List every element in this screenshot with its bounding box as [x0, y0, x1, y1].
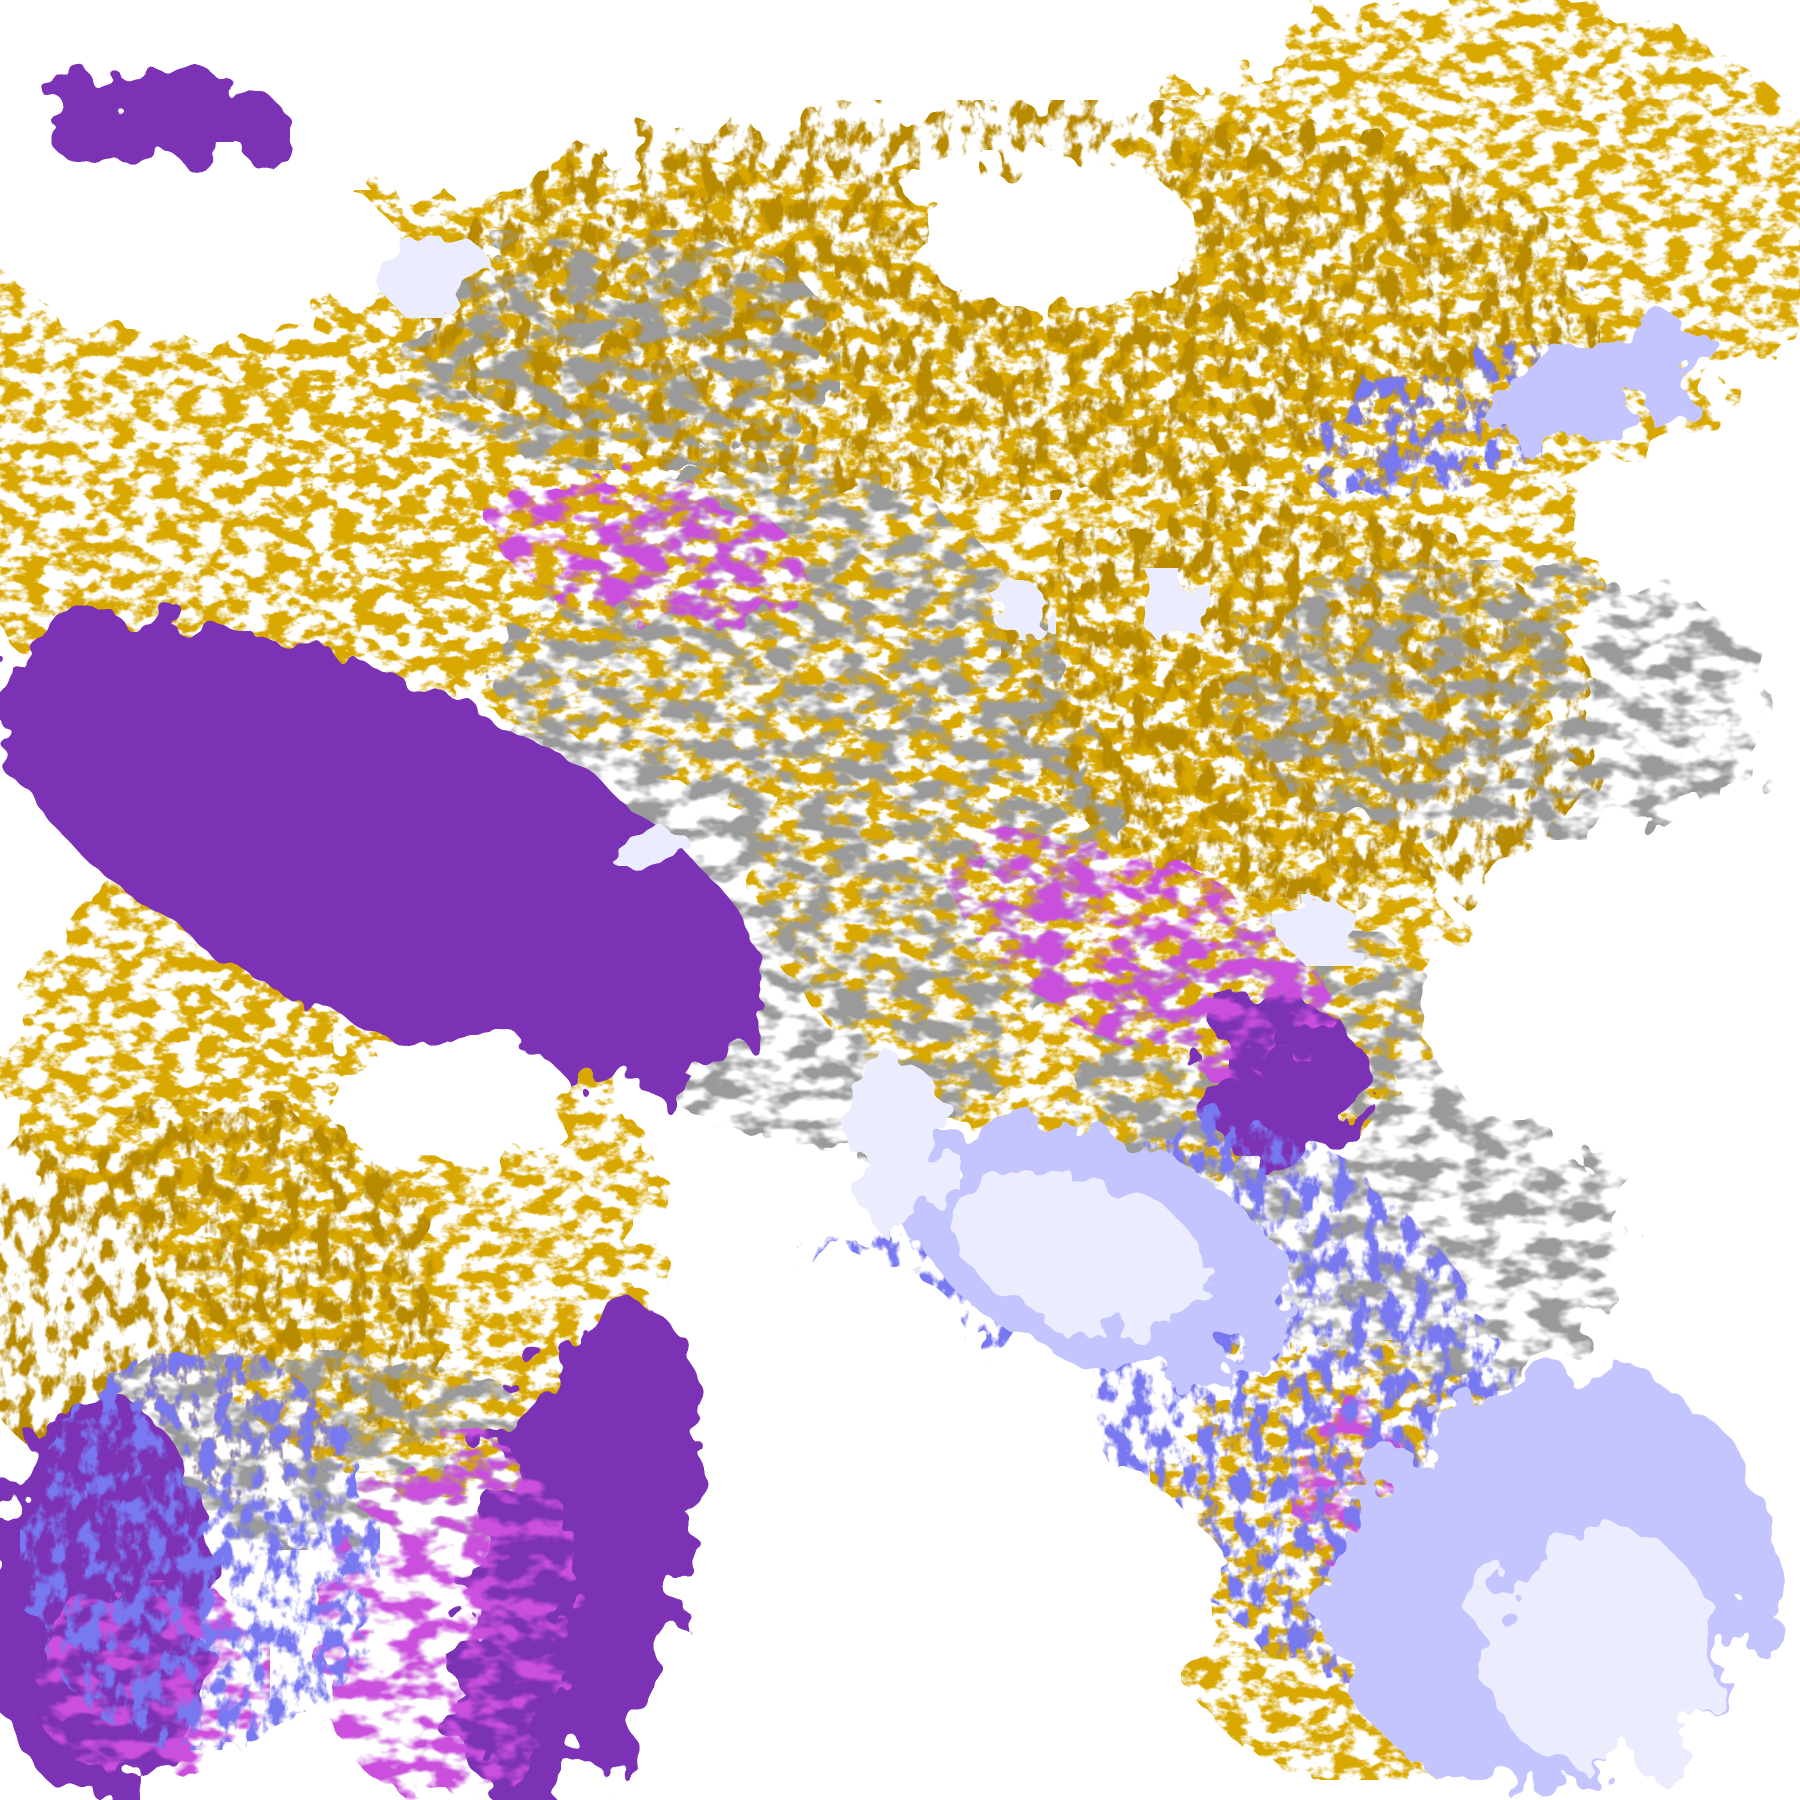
periwinkle-cloud-region	[20, 1350, 380, 1750]
pale-lavender-cloud-region	[1480, 1530, 1720, 1770]
pale-lavender-cloud-region	[990, 585, 1050, 635]
purple-cloud-region	[50, 70, 290, 190]
pale-lavender-cloud-region	[610, 820, 690, 880]
lavender-cloud-region	[1485, 317, 1715, 443]
clear-sky-region	[0, 160, 400, 340]
clear-sky-region	[330, 1030, 570, 1170]
purple-cloud-region	[0, 614, 768, 1086]
magenta-cloud-region	[491, 475, 809, 625]
clear-sky-region	[700, 1250, 1000, 1650]
clear-sky-region	[1420, 850, 1780, 1150]
magenta-cloud-region	[954, 832, 1326, 1068]
pale-lavender-cloud-region	[1280, 900, 1360, 960]
pale-lavender-cloud-region	[954, 1162, 1206, 1338]
gray-cloud-region	[400, 230, 840, 470]
clear-sky-region	[910, 150, 1190, 310]
pale-lavender-cloud-region	[850, 1060, 950, 1240]
gray-cloud-region	[1220, 560, 1780, 840]
magenta-cloud-region	[325, 1443, 575, 1797]
pale-lavender-cloud-region	[1140, 575, 1220, 645]
